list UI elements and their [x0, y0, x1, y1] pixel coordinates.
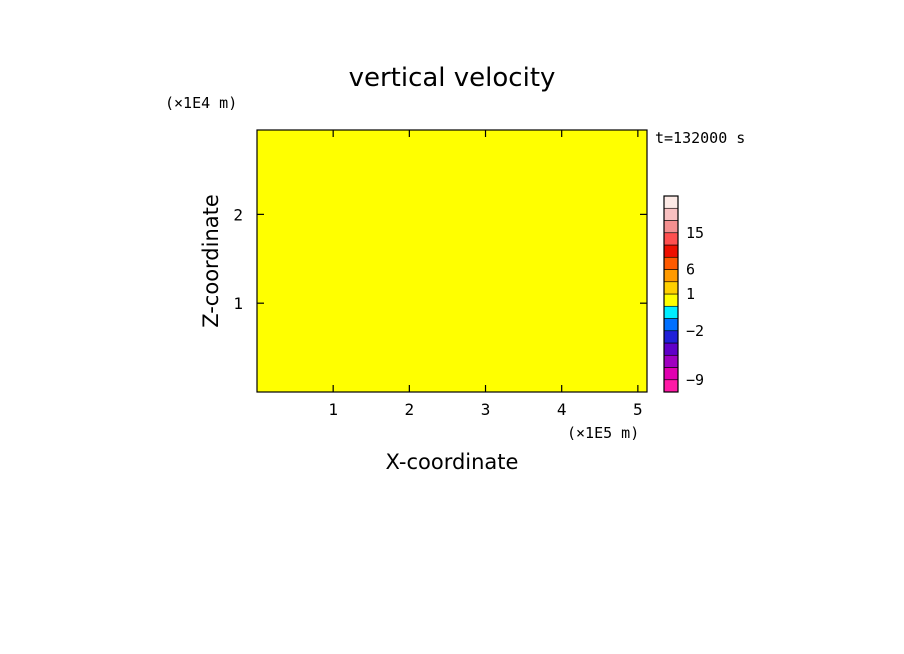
colorbar-bin	[663, 367, 679, 381]
colorbar-label: 1	[686, 285, 695, 303]
colorbar-bin	[663, 244, 679, 258]
x-tick-label: 3	[481, 400, 491, 419]
colorbar-bin	[663, 354, 679, 368]
colorbar-bin	[663, 281, 679, 295]
colorbar-bin	[663, 232, 679, 246]
colorbar-frame	[663, 195, 679, 393]
x-unit-label: (×1E5 m)	[567, 424, 639, 442]
central-updraft-core	[482, 262, 544, 392]
colorbar-bin	[663, 342, 679, 356]
colorbar: 15 6 1 −2 −9	[663, 195, 704, 393]
colorbar-label: 6	[686, 261, 695, 279]
y-axis-label: Z-coordinate	[199, 194, 223, 328]
y-unit-label: (×1E4 m)	[165, 94, 237, 112]
colorbar-bin	[663, 379, 679, 393]
colorbar-bin	[663, 207, 679, 221]
colorbar-label: −9	[686, 371, 704, 389]
x-axis-ticks: 1 2 3 4 5	[328, 130, 643, 419]
plot-frame	[256, 129, 648, 393]
colorbar-bin	[663, 293, 679, 307]
plot-area	[257, 130, 647, 392]
colorbar-bin	[663, 256, 679, 270]
x-axis-label: X-coordinate	[386, 450, 519, 474]
colorbar-bin	[663, 330, 679, 344]
y-tick-label: 2	[233, 205, 243, 224]
colorbar-bin	[663, 195, 679, 209]
colorbar-label: 15	[686, 224, 704, 242]
colorbar-bin	[663, 318, 679, 332]
x-tick-label: 4	[557, 400, 567, 419]
time-label: t=132000 s	[655, 129, 745, 147]
chart-title: vertical velocity	[349, 63, 556, 93]
y-axis-ticks: 12	[233, 205, 647, 313]
x-tick-label: 2	[405, 400, 415, 419]
y-tick-label: 1	[233, 294, 243, 313]
colorbar-label: −2	[686, 322, 704, 340]
colorbar-bin	[663, 269, 679, 283]
positive-field	[257, 130, 647, 392]
colorbar-bin	[663, 220, 679, 234]
x-tick-label: 5	[633, 400, 643, 419]
x-tick-label: 1	[328, 400, 338, 419]
colorbar-bin	[663, 305, 679, 319]
